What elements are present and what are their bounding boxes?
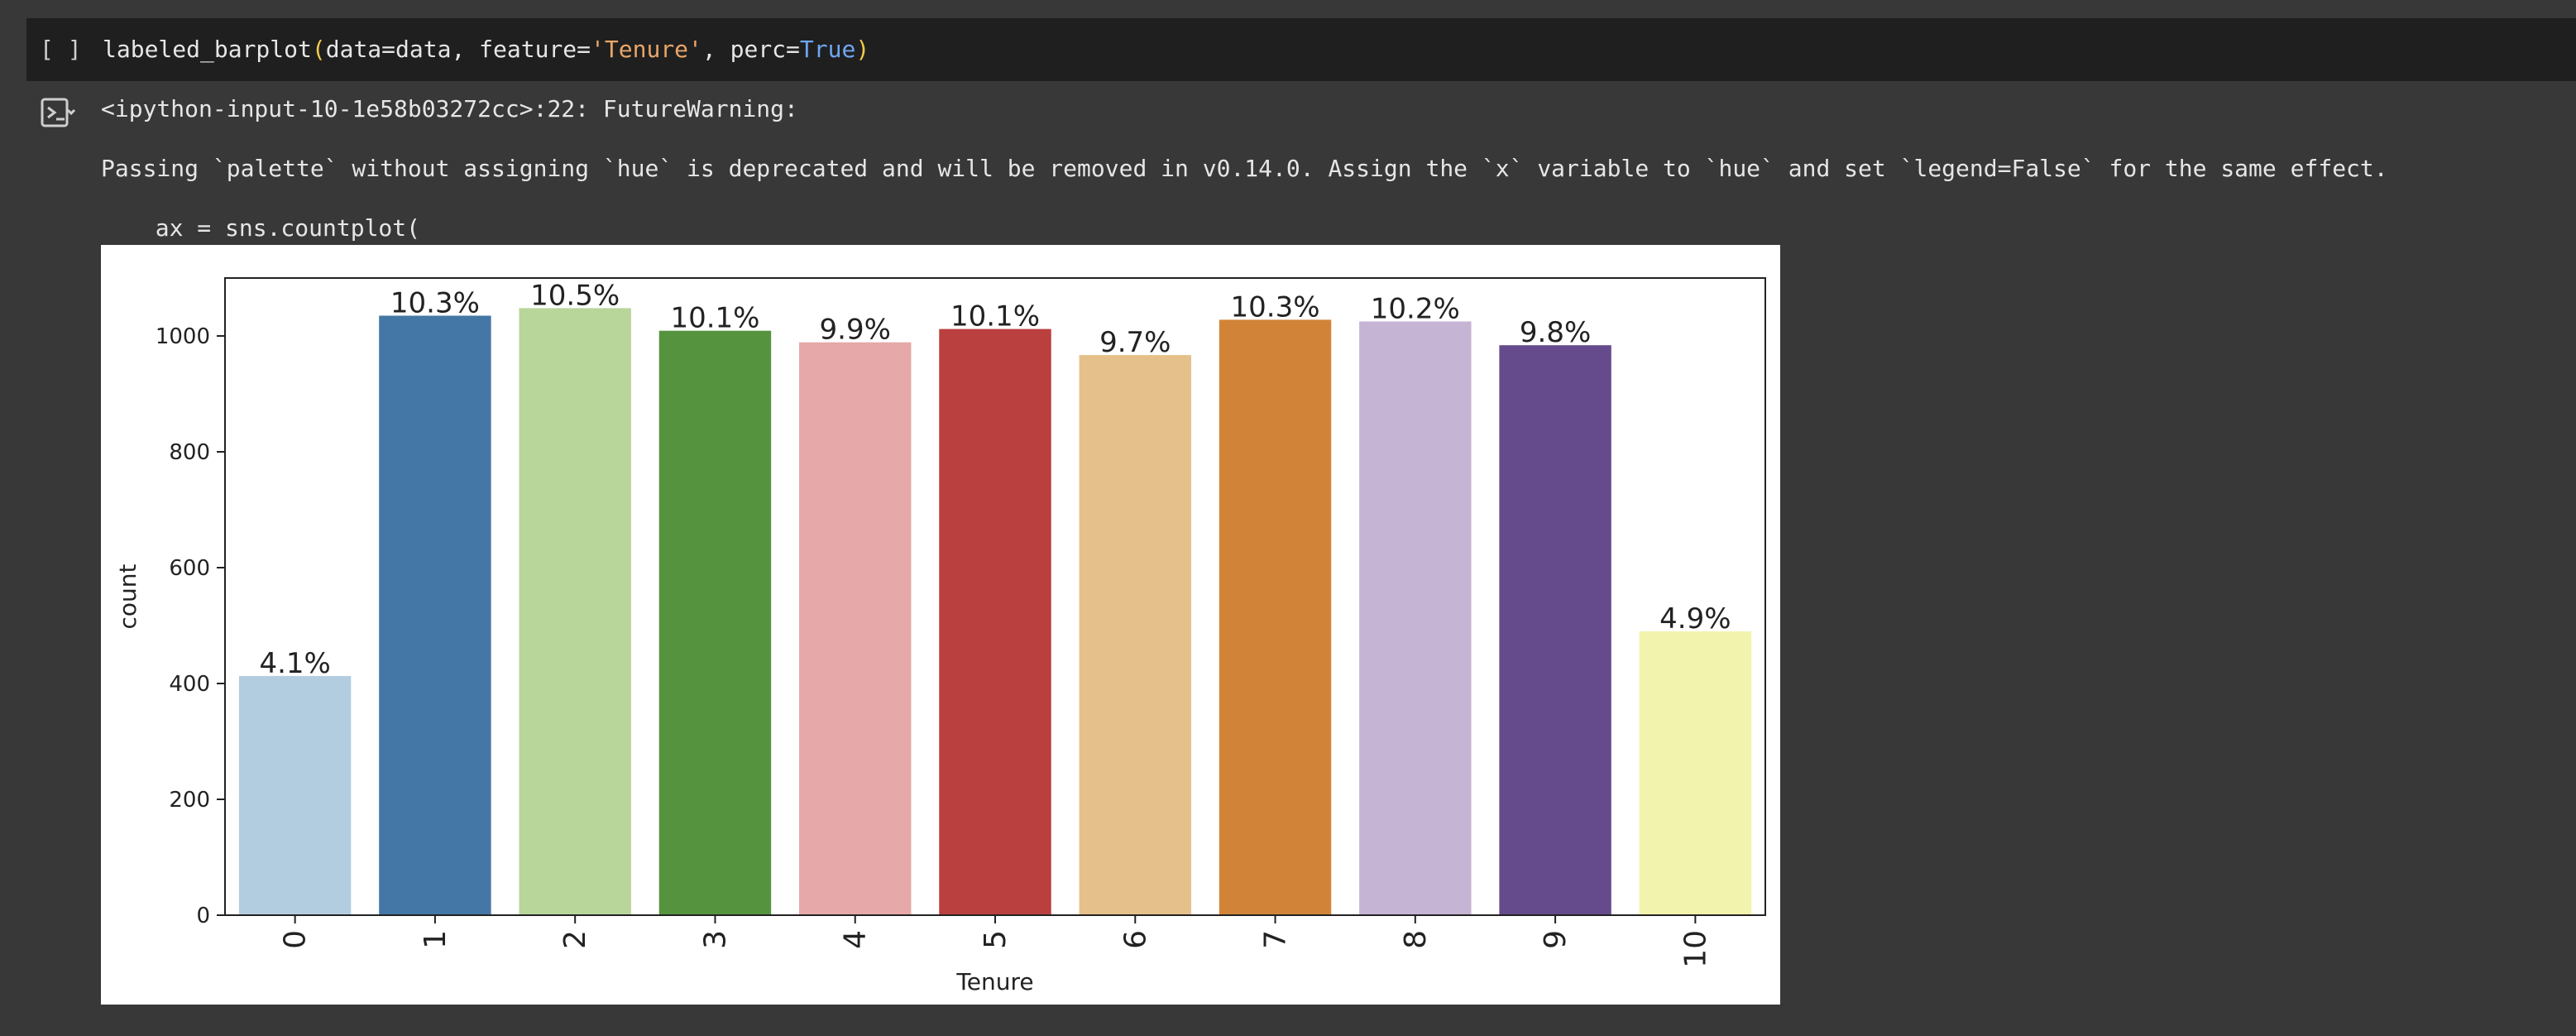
bar [1219,319,1332,915]
x-tick-label: 3 [698,930,732,949]
bar [1359,321,1472,915]
y-axis-title: count [114,564,141,629]
x-tick-label: 10 [1678,930,1712,968]
bar [238,675,352,915]
bar [799,342,912,915]
y-tick-label: 600 [169,556,210,581]
bar-label: 4.1% [259,647,330,680]
bar-label: 10.1% [950,300,1040,333]
x-tick-label: 6 [1118,930,1152,949]
bar [1079,355,1191,916]
warning-header: <ipython-input-10-1e58b03272cc>:22: Futu… [101,95,798,122]
bar-label: 9.8% [1520,316,1591,349]
bar-label: 10.5% [530,279,620,312]
x-tick-label: 0 [279,930,313,949]
warning-code-line: ax = sns.countplot( [127,214,421,242]
bar [519,308,631,915]
code-args: data=data, feature= [325,36,591,63]
y-tick-label: 0 [196,904,210,928]
x-tick-label: 8 [1399,930,1433,949]
bar-label: 10.2% [1371,293,1460,326]
code-args-perc: , perc= [701,36,800,63]
x-tick-label: 2 [558,930,592,949]
run-cell-button[interactable]: [ ] [40,36,82,63]
bar [1639,631,1752,915]
y-tick-label: 400 [169,672,210,697]
bar-label: 10.3% [1231,290,1320,324]
x-tick-label: 4 [839,930,873,949]
code-true-keyword: True [799,36,856,63]
y-tick-label: 800 [169,440,210,465]
y-tick-label: 1000 [156,324,210,349]
output-toggle-icon[interactable] [40,96,76,129]
code-function-name: labeled_barplot [103,36,312,63]
chart-output: 4.1% 10.3% 10.5% 10.1% 9.9% 10.1% 9.7% 10.3% 10.… [101,245,1780,1005]
code-editor[interactable]: [ ] labeled_barplot(data=data, feature='… [26,18,2576,81]
y-tick-label: 200 [169,788,210,813]
x-axis-title: Tenure [955,968,1033,995]
bar [1499,345,1611,915]
bar-label: 9.7% [1099,326,1171,359]
bar [939,329,1051,916]
notebook-cell: [ ] labeled_barplot(data=data, feature='… [26,18,2576,1036]
bar-chart: 4.1% 10.3% 10.5% 10.1% 9.9% 10.1% 9.7% 10.3% 10.… [114,277,1766,995]
bar-label: 9.9% [820,314,891,347]
warning-message: Passing `palette` without assigning `hue… [101,155,2388,182]
bar-label: 4.9% [1659,602,1731,636]
x-tick-label: 9 [1539,930,1573,949]
code-feature-string: 'Tenure' [591,36,702,63]
x-tick-label: 7 [1259,930,1293,949]
x-tick-label: 1 [419,930,452,949]
bar [379,315,491,915]
bar-label: 10.1% [670,302,759,335]
code-open-paren: ( [311,36,326,63]
x-tick-label: 5 [979,930,1013,949]
code-line[interactable]: labeled_barplot(data=data, feature='Tenu… [103,35,869,65]
code-close-paren: ) [855,36,870,63]
bar [658,330,772,915]
bar-label: 10.3% [390,287,480,320]
